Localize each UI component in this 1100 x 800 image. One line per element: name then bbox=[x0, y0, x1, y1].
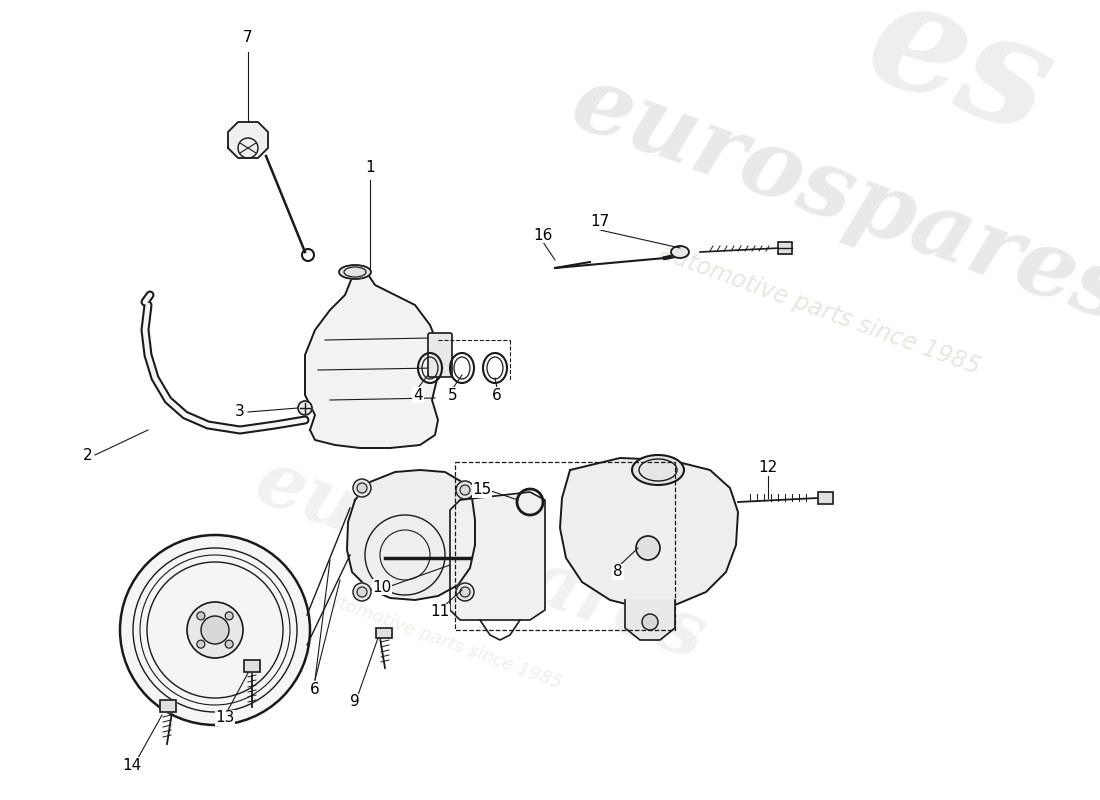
Bar bbox=[160, 700, 176, 712]
Text: 2: 2 bbox=[84, 447, 92, 462]
Circle shape bbox=[460, 485, 470, 495]
Text: 7: 7 bbox=[243, 30, 253, 46]
Text: 1: 1 bbox=[365, 161, 375, 175]
Bar bbox=[376, 628, 392, 638]
Circle shape bbox=[456, 583, 474, 601]
Polygon shape bbox=[346, 470, 475, 600]
Polygon shape bbox=[560, 458, 738, 608]
Circle shape bbox=[358, 587, 367, 597]
Text: eurospares: eurospares bbox=[245, 444, 715, 676]
Polygon shape bbox=[305, 270, 438, 448]
Text: 6: 6 bbox=[310, 682, 320, 698]
Text: 15: 15 bbox=[472, 482, 492, 498]
Text: 6: 6 bbox=[310, 682, 320, 698]
Text: 5: 5 bbox=[448, 387, 458, 402]
FancyBboxPatch shape bbox=[428, 333, 452, 377]
Circle shape bbox=[642, 614, 658, 630]
Ellipse shape bbox=[632, 455, 684, 485]
Bar bbox=[244, 660, 260, 672]
Circle shape bbox=[226, 640, 233, 648]
Text: 10: 10 bbox=[373, 579, 392, 594]
Text: eurospares: eurospares bbox=[560, 58, 1100, 342]
Text: automotive parts since 1985: automotive parts since 1985 bbox=[316, 587, 564, 693]
Text: 16: 16 bbox=[534, 227, 552, 242]
Text: automotive parts since 1985: automotive parts since 1985 bbox=[657, 241, 983, 379]
Circle shape bbox=[636, 536, 660, 560]
Bar bbox=[455, 462, 675, 630]
Text: 6: 6 bbox=[492, 387, 502, 402]
Bar bbox=[244, 660, 260, 672]
Text: 9: 9 bbox=[350, 694, 360, 710]
Circle shape bbox=[353, 479, 371, 497]
Text: 17: 17 bbox=[591, 214, 609, 230]
Polygon shape bbox=[625, 600, 675, 640]
Text: 3: 3 bbox=[235, 405, 245, 419]
Text: es: es bbox=[848, 0, 1071, 166]
Polygon shape bbox=[228, 122, 268, 158]
Circle shape bbox=[120, 535, 310, 725]
Circle shape bbox=[298, 401, 312, 415]
Bar bbox=[160, 700, 176, 712]
Text: 13: 13 bbox=[216, 710, 234, 726]
Text: 14: 14 bbox=[122, 758, 142, 773]
Circle shape bbox=[187, 602, 243, 658]
Polygon shape bbox=[450, 492, 544, 620]
Ellipse shape bbox=[671, 246, 689, 258]
Circle shape bbox=[460, 587, 470, 597]
Circle shape bbox=[353, 583, 371, 601]
Bar bbox=[818, 492, 833, 504]
Bar bbox=[778, 242, 792, 254]
Text: 12: 12 bbox=[758, 461, 778, 475]
Text: 11: 11 bbox=[430, 605, 450, 619]
Circle shape bbox=[197, 640, 205, 648]
Text: 4: 4 bbox=[414, 387, 422, 402]
Ellipse shape bbox=[339, 265, 371, 279]
Bar bbox=[818, 492, 833, 504]
Circle shape bbox=[226, 612, 233, 620]
Bar bbox=[376, 628, 392, 638]
Circle shape bbox=[197, 612, 205, 620]
Circle shape bbox=[358, 483, 367, 493]
Circle shape bbox=[456, 481, 474, 499]
Text: 8: 8 bbox=[613, 565, 623, 579]
Circle shape bbox=[201, 616, 229, 644]
Bar bbox=[778, 242, 792, 254]
